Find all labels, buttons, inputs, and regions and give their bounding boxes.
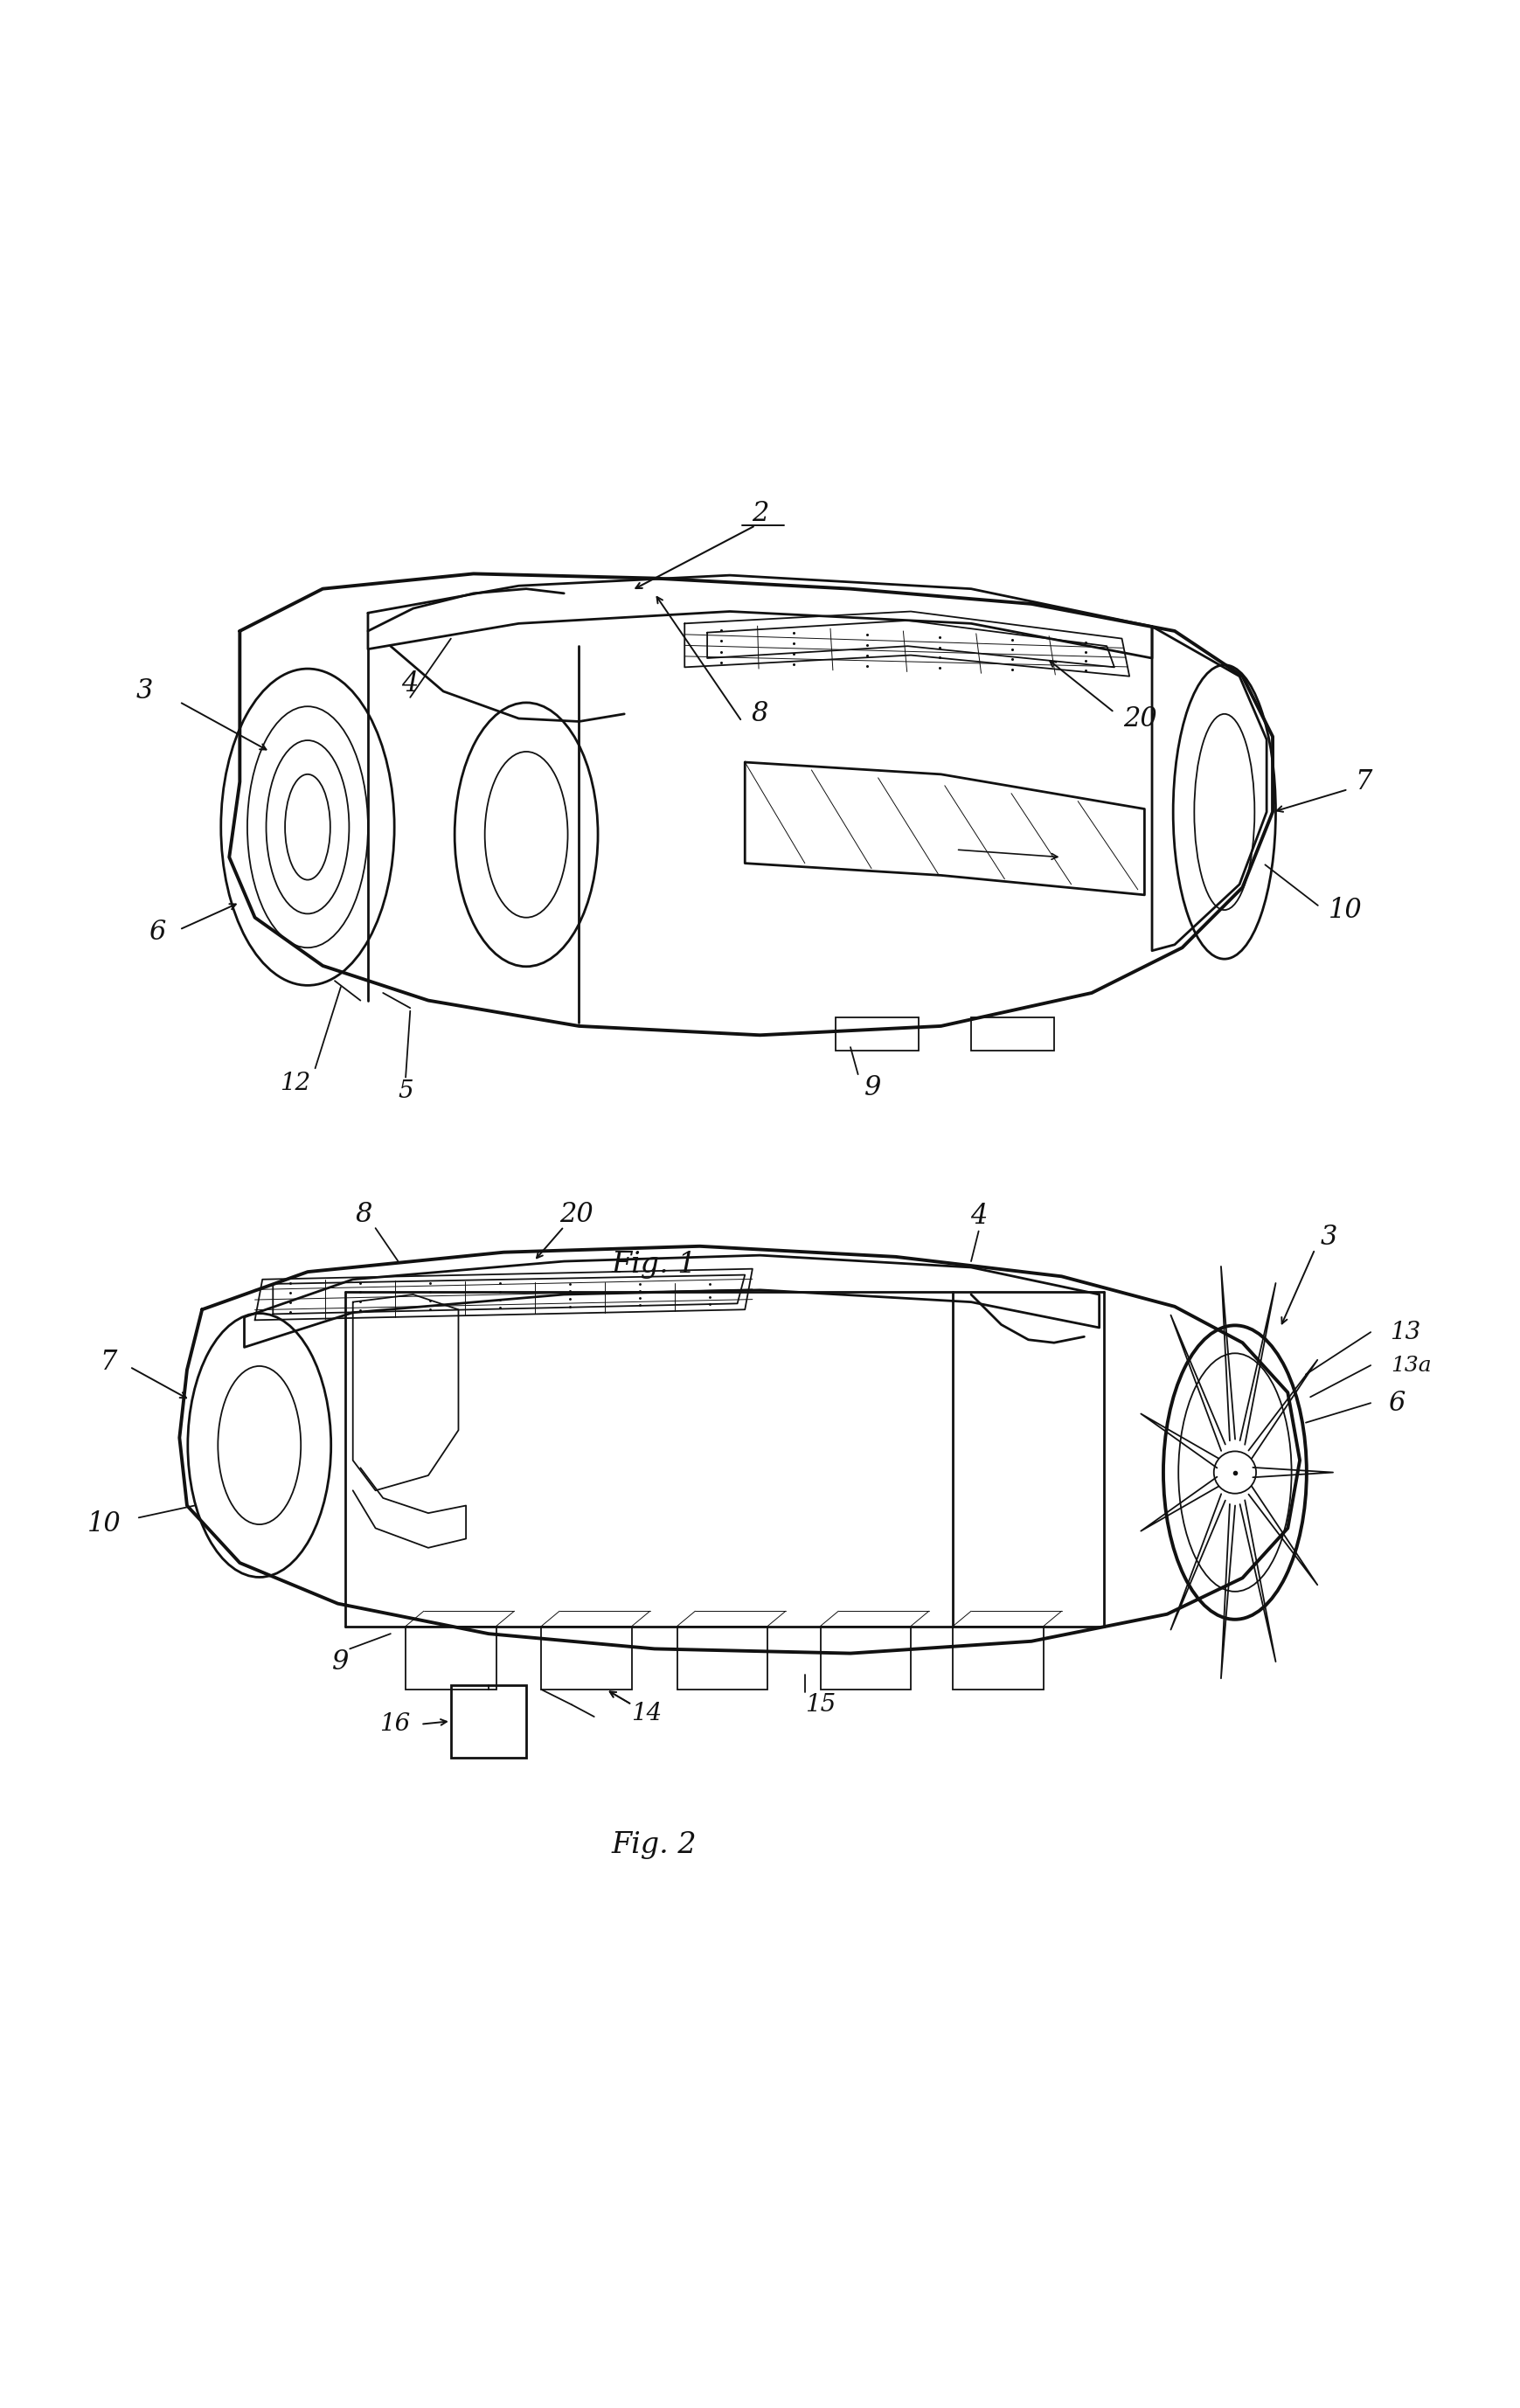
Text: 6: 6 (1388, 1389, 1404, 1416)
Text: 3: 3 (1319, 1223, 1338, 1250)
Bar (406, 1625, 496, 1690)
Text: Fig. 2: Fig. 2 (611, 1830, 698, 1859)
Text: 2: 2 (751, 501, 769, 527)
Text: 15: 15 (806, 1693, 836, 1717)
Bar (541, 1625, 632, 1690)
Bar (676, 1625, 768, 1690)
Text: 7: 7 (1354, 768, 1371, 795)
Text: 10: 10 (1328, 896, 1362, 925)
Text: 12: 12 (280, 1072, 312, 1096)
Text: 13: 13 (1389, 1320, 1421, 1344)
Text: 4: 4 (401, 669, 418, 698)
Text: 16: 16 (380, 1712, 410, 1736)
Text: 8: 8 (356, 1202, 372, 1228)
Text: 7: 7 (100, 1348, 117, 1375)
Text: 3: 3 (137, 677, 154, 706)
Text: 20: 20 (1123, 706, 1157, 732)
Text: 14: 14 (631, 1702, 663, 1727)
Text: 13a: 13a (1391, 1356, 1432, 1375)
Text: 6: 6 (149, 920, 166, 946)
Text: Fig. 1: Fig. 1 (611, 1250, 698, 1279)
Text: 10: 10 (87, 1510, 122, 1536)
Bar (451, 1686, 526, 1758)
Text: 4: 4 (970, 1202, 986, 1230)
Text: 9: 9 (865, 1074, 882, 1100)
Bar (971, 1016, 1053, 1050)
Bar (821, 1625, 910, 1690)
Text: 9: 9 (333, 1649, 350, 1676)
Text: 8: 8 (751, 701, 769, 727)
Bar (836, 1016, 918, 1050)
Text: 20: 20 (559, 1202, 593, 1228)
Bar (953, 1625, 1043, 1690)
Text: 5: 5 (398, 1079, 413, 1103)
